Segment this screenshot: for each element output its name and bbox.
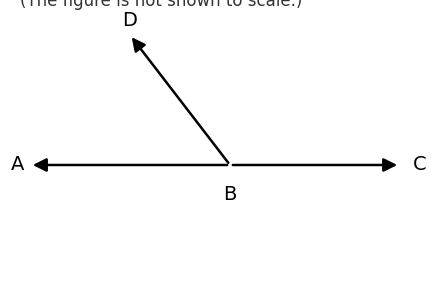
Text: B: B <box>223 185 237 204</box>
Text: C: C <box>413 155 427 175</box>
Text: A: A <box>11 155 24 175</box>
Text: (The figure is not shown to scale.): (The figure is not shown to scale.) <box>20 0 302 10</box>
Text: D: D <box>122 10 138 30</box>
